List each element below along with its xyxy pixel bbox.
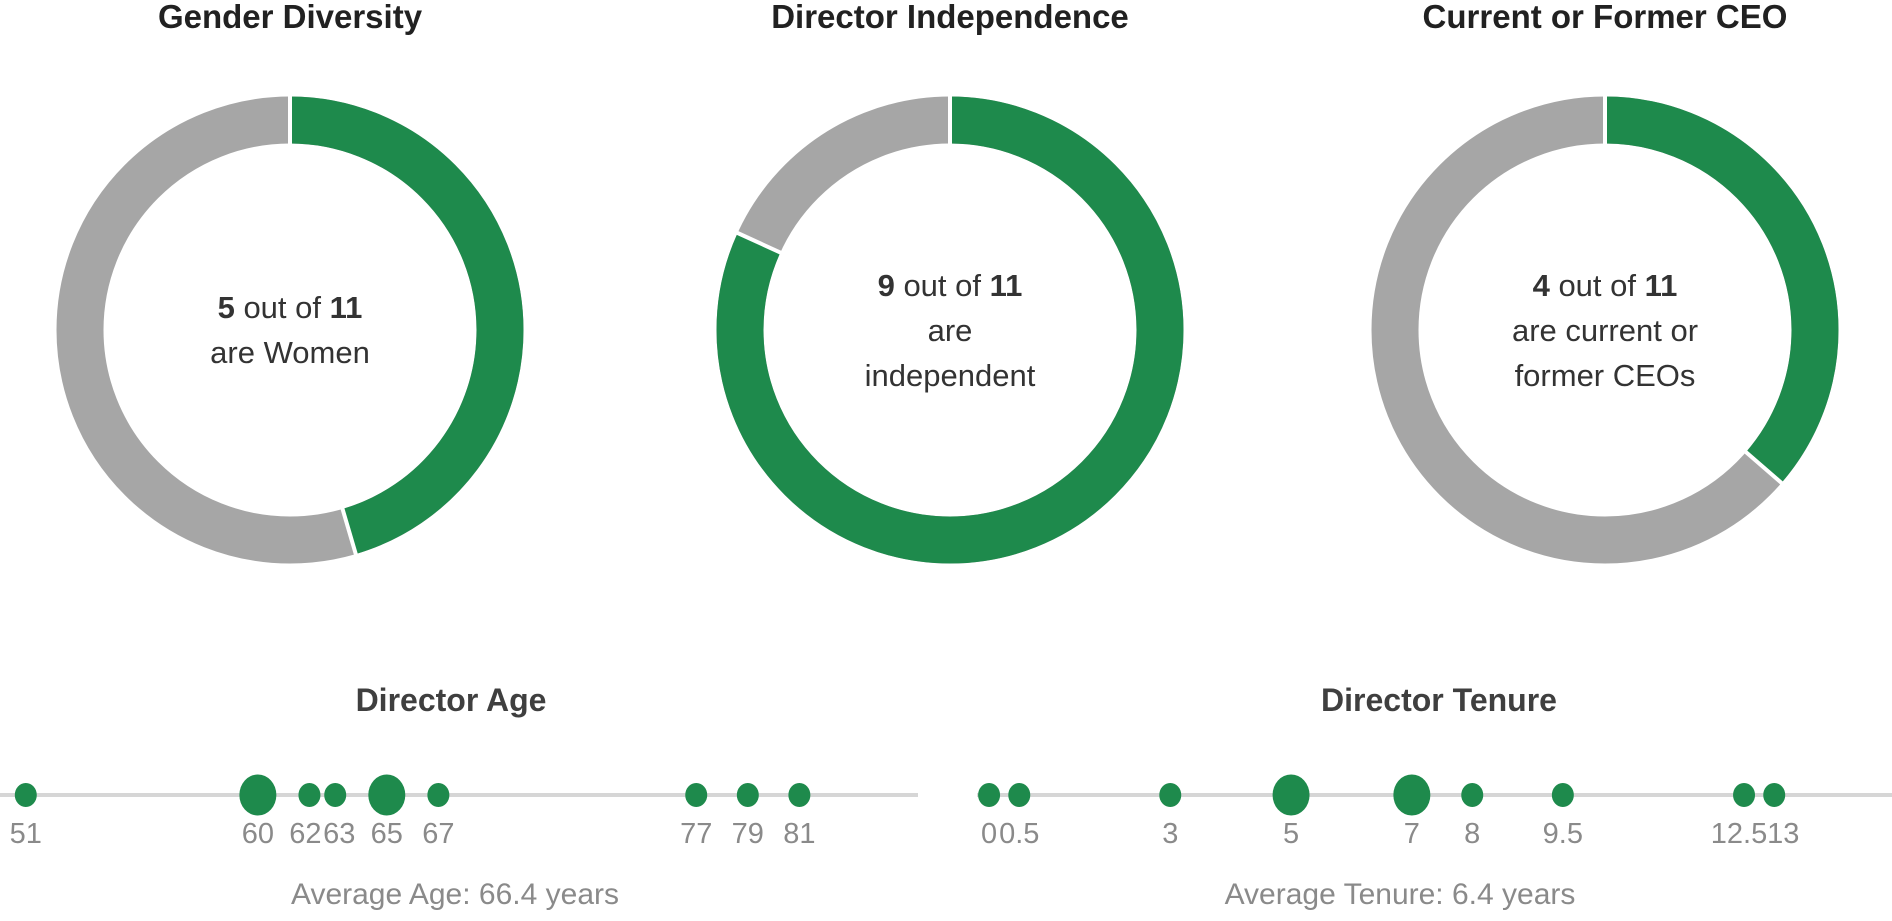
segment-separator <box>339 505 359 558</box>
tick-label-3: 3 <box>1162 818 1178 850</box>
center-line-desc: are <box>927 312 973 348</box>
dot-plot-title-director-tenure: Director Tenure <box>1321 682 1557 718</box>
center-line-ratio: 9 out of 11 <box>878 263 1023 308</box>
tick-label-9.5: 9.5 <box>1543 818 1583 850</box>
connector-text: out of <box>1549 267 1645 303</box>
center-line-ratio: 5 out of 11 <box>218 285 363 330</box>
gender-diversity-donut-chart <box>56 95 524 564</box>
tick-label-0: 0 <box>981 818 997 850</box>
tick-label-63: 63 <box>323 818 355 850</box>
data-dot-65 <box>368 774 406 816</box>
total-count: 11 <box>329 290 363 325</box>
donut-title-current-or-former-ceo: Current or Former CEO <box>1422 0 1788 35</box>
data-dot-67 <box>427 783 450 807</box>
center-line-desc: independent <box>864 357 1036 393</box>
data-dot-5 <box>1272 774 1310 816</box>
tick-label-81: 81 <box>783 818 815 850</box>
donut-title-director-independence: Director Independence <box>771 0 1129 35</box>
tick-label-60: 60 <box>242 818 274 850</box>
tick-label-8: 8 <box>1464 818 1480 850</box>
tick-label-13: 13 <box>1767 818 1799 850</box>
tick-label-7: 7 <box>1404 818 1420 850</box>
tick-label-12.5: 12.5 <box>1711 818 1767 850</box>
connector-text: out of <box>234 290 330 325</box>
current-or-former-ceo-center-text: 4 out of 11 are current or former CEOs <box>1370 95 1840 565</box>
tick-label-51: 51 <box>10 818 42 850</box>
center-line-desc: are Women <box>210 335 370 370</box>
center-line-desc: former CEOs <box>1514 357 1696 393</box>
data-dot-62 <box>298 783 321 807</box>
data-dot-7 <box>1393 774 1431 816</box>
current-or-former-ceo-donut-chart <box>1371 95 1839 564</box>
data-dot-3 <box>1159 783 1182 807</box>
total-count: 11 <box>989 267 1023 303</box>
director-independence-donut-chart <box>716 95 1184 564</box>
dot-plots-canvas: 51 60 62 63 65 67 77 79 81 0 0.5 3 5 7 8 9.5 12.5 13 <box>0 774 1892 850</box>
gender-diversity-center-text: 5 out of 11 are Women <box>55 95 525 565</box>
value-count: 4 <box>1532 267 1550 303</box>
tick-label-79: 79 <box>732 818 764 850</box>
data-dot-13 <box>1763 783 1786 807</box>
tick-label-77: 77 <box>680 818 712 850</box>
data-dot-79 <box>736 783 759 807</box>
value-count: 5 <box>217 290 235 325</box>
tick-label-65: 65 <box>371 818 403 850</box>
value-count: 9 <box>877 267 895 303</box>
center-line-desc: are current or <box>1511 312 1699 348</box>
data-dot-63 <box>324 783 347 807</box>
tick-label-0.5: 0.5 <box>999 818 1039 850</box>
data-dot-0.5 <box>1008 783 1031 807</box>
data-dot-77 <box>685 783 708 807</box>
data-dot-8 <box>1461 783 1484 807</box>
tick-label-67: 67 <box>422 818 454 850</box>
average-age-label: Average Age: 66.4 years <box>290 878 619 911</box>
data-dot-51 <box>14 783 37 807</box>
tick-label-62: 62 <box>289 818 321 850</box>
data-dot-81 <box>788 783 811 807</box>
tick-label-5: 5 <box>1283 818 1299 850</box>
connector-text: out of <box>894 267 990 303</box>
data-dot-12.5 <box>1733 783 1756 807</box>
data-dot-60 <box>239 774 277 816</box>
dot-plot-title-director-age: Director Age <box>355 682 547 718</box>
donut-title-gender-diversity: Gender Diversity <box>157 0 423 35</box>
average-tenure-label: Average Tenure: 6.4 years <box>1224 878 1576 911</box>
segment-separator <box>1742 448 1786 487</box>
data-dot-9.5 <box>1551 783 1574 807</box>
data-dot-0 <box>978 783 1001 807</box>
segment-separator <box>734 229 784 256</box>
total-count: 11 <box>1644 267 1678 303</box>
center-line-ratio: 4 out of 11 <box>1533 263 1678 308</box>
director-independence-center-text: 9 out of 11 are independent <box>715 95 1185 565</box>
